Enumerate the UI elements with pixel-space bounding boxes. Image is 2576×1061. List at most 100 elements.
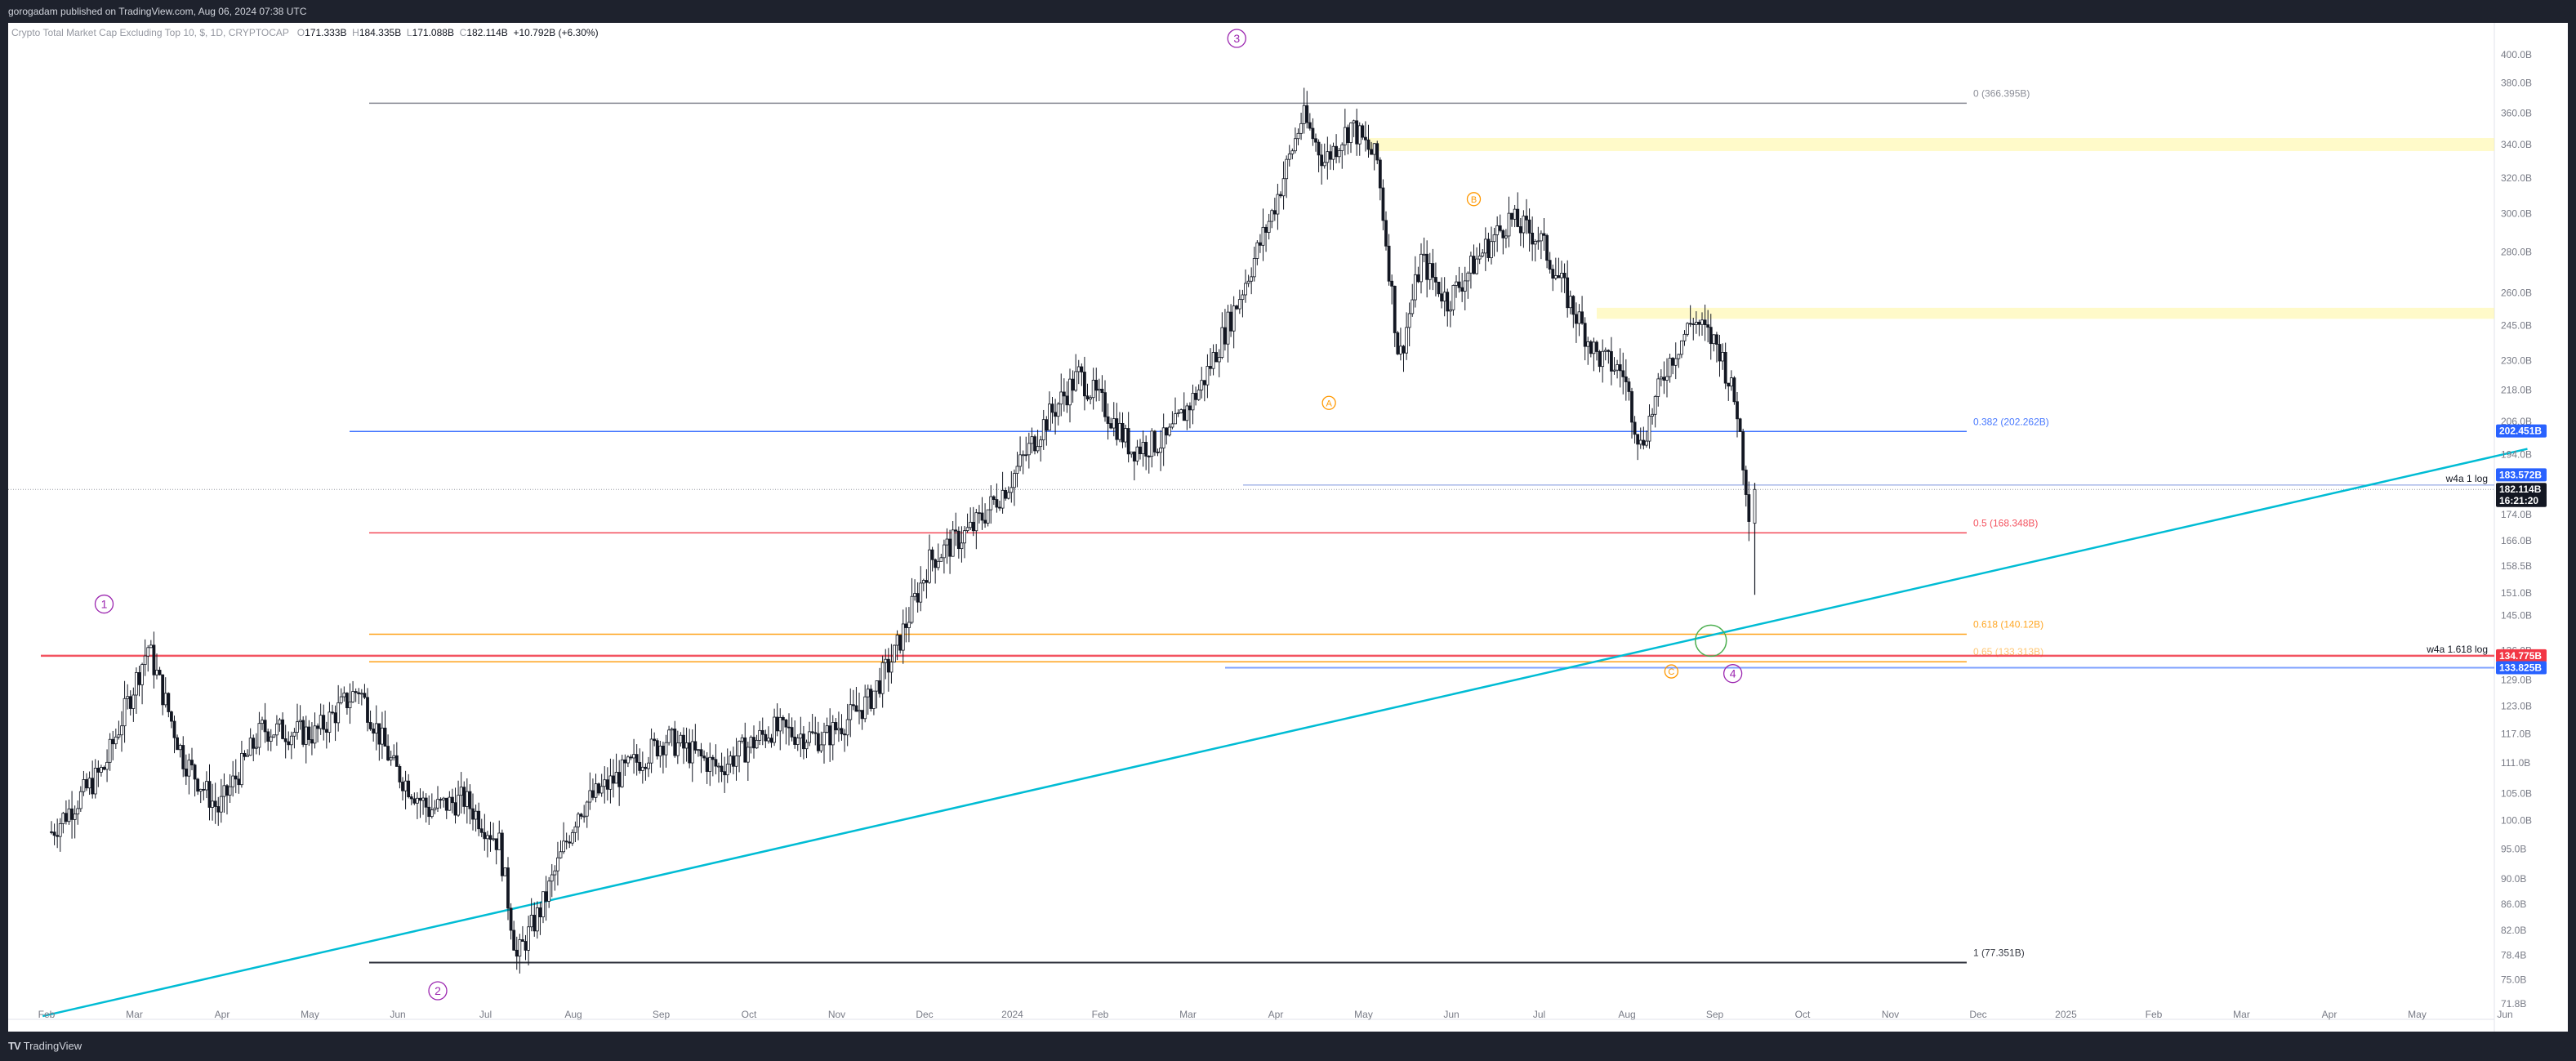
fib-level-label: 1 (77.351B) xyxy=(1973,947,2025,958)
candle-body xyxy=(802,733,805,750)
close-value: 182.114B xyxy=(466,27,508,38)
candle-body xyxy=(161,674,165,706)
candle-body xyxy=(1691,323,1696,325)
candle-body xyxy=(1062,391,1066,397)
candle-body xyxy=(1688,323,1692,325)
candle-body xyxy=(655,740,659,757)
candle-body xyxy=(1188,405,1192,411)
candle-body xyxy=(632,754,635,759)
price-tag-label: 134.775B xyxy=(2499,650,2542,662)
candle-body xyxy=(503,867,507,876)
candle-body xyxy=(992,496,996,500)
fib-level-label: 0.382 (202.262B) xyxy=(1973,416,2049,427)
candle-body xyxy=(1703,319,1707,325)
candle-body xyxy=(331,711,334,714)
candle-body xyxy=(486,835,489,840)
candle-body xyxy=(269,736,273,742)
candle-body xyxy=(617,772,622,787)
candle-body xyxy=(945,538,949,546)
x-axis-tick: Dec xyxy=(916,1009,933,1020)
wave-label: B xyxy=(1471,195,1477,205)
candle-body xyxy=(1085,395,1090,399)
candle-body xyxy=(1747,494,1751,522)
candle-body xyxy=(275,723,279,736)
wave-label: 4 xyxy=(1730,667,1736,680)
candle-body xyxy=(599,786,604,794)
candle-body xyxy=(1305,105,1309,123)
candle-body xyxy=(1501,230,1505,239)
candle-body xyxy=(1729,377,1733,387)
candle-body xyxy=(394,755,399,767)
candle-body xyxy=(1551,269,1555,279)
price-chart[interactable]: 0 (366.395B) 0.382 (202.262B) 0.5 (168.348… xyxy=(8,23,2568,1032)
candle-body xyxy=(1001,490,1005,509)
x-axis-tick: Jul xyxy=(479,1009,492,1020)
candle-body xyxy=(359,693,363,695)
x-axis-tick: May xyxy=(1354,1009,1373,1020)
candle-body xyxy=(1642,439,1646,446)
wave-marker-circle xyxy=(1227,29,1246,48)
candle-body xyxy=(1616,364,1619,371)
chart-area[interactable]: 0 (366.395B) 0.382 (202.262B) 0.5 (168.348… xyxy=(8,23,2568,1032)
candle-body xyxy=(1700,319,1704,325)
candle-body xyxy=(1080,366,1084,372)
candle-body xyxy=(1041,419,1045,441)
candle-body xyxy=(930,549,934,560)
candle-body xyxy=(313,725,317,744)
candle-body xyxy=(705,757,709,772)
candle-body xyxy=(1091,380,1095,399)
candle-body xyxy=(1112,418,1116,429)
candle-body xyxy=(1682,333,1687,341)
candle-body xyxy=(564,840,568,843)
wave-marker-circle xyxy=(1664,664,1679,679)
candle-body xyxy=(1296,132,1300,140)
y-axis-tick: 90.0B xyxy=(2501,873,2526,885)
candle-body xyxy=(1390,280,1394,287)
candle-body xyxy=(1287,154,1291,160)
candle-body xyxy=(1346,127,1350,144)
tradingview-logo[interactable]: TV TradingView xyxy=(8,1040,82,1052)
candle-body xyxy=(126,696,130,699)
candle-body xyxy=(1536,240,1540,243)
candle-body xyxy=(1466,272,1470,282)
candle-body xyxy=(1048,403,1051,431)
candle-body xyxy=(1375,143,1379,161)
candle-body xyxy=(796,738,800,745)
candle-body xyxy=(345,693,349,708)
candle-body xyxy=(205,781,208,791)
candle-body xyxy=(1712,334,1716,345)
candle-body xyxy=(1050,403,1054,413)
tradingview-brand: TradingView xyxy=(23,1040,82,1052)
candle-body xyxy=(471,808,475,820)
price-tag-label: 183.572B xyxy=(2499,469,2542,480)
candle-body xyxy=(1103,392,1107,417)
candle-body xyxy=(1329,151,1332,160)
candle-body xyxy=(1540,233,1543,242)
candle-body xyxy=(1577,311,1581,324)
candle-body xyxy=(1076,366,1081,372)
candle-body xyxy=(468,791,472,809)
candle-body xyxy=(1531,232,1535,245)
candle-body xyxy=(65,813,68,822)
candle-body xyxy=(1059,391,1063,405)
price-tag-bg xyxy=(2496,493,2547,507)
candle-body xyxy=(1621,370,1625,377)
x-axis-tick: Oct xyxy=(742,1009,757,1020)
candle-body xyxy=(1170,423,1174,428)
candle-body xyxy=(225,785,229,796)
candle-body xyxy=(1226,311,1230,345)
candle-body xyxy=(474,810,478,820)
candle-body xyxy=(1378,159,1382,189)
candle-body xyxy=(816,733,820,751)
candle-body xyxy=(296,721,299,733)
candle-body xyxy=(283,738,287,742)
candle-body xyxy=(1440,293,1443,302)
x-axis-tick: Aug xyxy=(1618,1009,1635,1020)
candle-body xyxy=(1638,439,1642,445)
candle-body xyxy=(524,941,528,951)
candle-body xyxy=(453,802,457,816)
candle-body xyxy=(1250,276,1254,282)
candle-body xyxy=(1416,274,1420,283)
candle-body xyxy=(70,808,74,820)
candle-body xyxy=(682,734,685,749)
